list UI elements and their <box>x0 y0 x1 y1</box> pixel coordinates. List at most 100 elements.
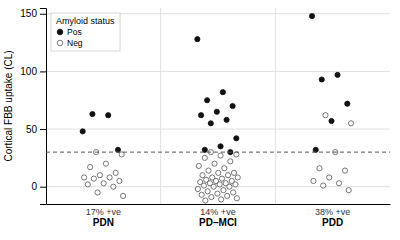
point <box>205 189 210 194</box>
point <box>205 98 210 103</box>
axis-line <box>40 9 47 205</box>
point <box>231 190 236 195</box>
point <box>201 183 206 188</box>
point <box>211 184 216 189</box>
tick: 50 <box>26 124 46 135</box>
annotation: 38% +ve <box>315 207 350 217</box>
point <box>217 182 222 187</box>
point <box>198 113 203 118</box>
point <box>323 113 328 118</box>
point <box>88 165 93 170</box>
point <box>219 176 224 181</box>
point <box>202 155 207 160</box>
plot: 0 50 100 150 PDN PD–MCI PDD 17% +ve 14% +ve 38% +… <box>20 8 390 228</box>
point <box>80 129 85 134</box>
point <box>321 183 326 188</box>
point <box>219 197 224 202</box>
point <box>311 178 316 183</box>
point <box>195 37 200 42</box>
point <box>342 168 347 173</box>
grid-line <box>46 129 390 130</box>
axis-line <box>47 204 391 205</box>
point <box>106 113 111 118</box>
point <box>214 109 219 114</box>
point <box>215 191 220 196</box>
tick-label: 0 <box>31 181 37 192</box>
tick-mark <box>40 187 46 188</box>
point <box>117 178 122 183</box>
tick-label: PDD <box>322 217 343 228</box>
point <box>319 77 324 82</box>
point <box>195 186 200 191</box>
legend-item: Pos <box>57 27 81 37</box>
point <box>235 175 240 180</box>
point <box>113 170 118 175</box>
point <box>91 176 96 181</box>
tick-label: PD–MCI <box>199 217 237 228</box>
point <box>97 173 102 178</box>
tick: 100 <box>20 66 46 77</box>
series <box>82 113 354 204</box>
legend: Amyloid statusPosNeg <box>51 13 120 51</box>
point <box>335 72 340 77</box>
legend-label: Pos <box>67 27 82 37</box>
point <box>329 118 334 123</box>
point <box>218 153 223 158</box>
grid <box>46 14 390 187</box>
point <box>231 170 236 175</box>
reference-line <box>46 152 390 153</box>
tick-label: PDN <box>93 217 114 228</box>
point <box>90 111 95 116</box>
annotation: 17% +ve <box>86 207 121 217</box>
legend-box <box>51 13 120 51</box>
point <box>230 103 235 108</box>
point <box>85 182 90 187</box>
point <box>196 163 201 168</box>
separators <box>161 8 276 204</box>
point <box>209 194 214 199</box>
tick-mark <box>40 71 46 72</box>
tick-label: 50 <box>26 124 38 135</box>
point <box>208 121 213 126</box>
point <box>203 198 208 203</box>
grid-line <box>46 71 390 72</box>
annotations: 17% +ve 14% +ve 38% +ve <box>86 207 351 217</box>
chart: 0 50 100 150 PDN PD–MCI PDD 17% +ve 14% +ve 38% +… <box>0 0 400 240</box>
point <box>221 188 226 193</box>
point <box>216 170 221 175</box>
point <box>120 193 125 198</box>
point <box>346 188 351 193</box>
point <box>345 101 350 106</box>
y-axis: 0 50 100 150 <box>20 8 46 204</box>
point <box>234 196 239 201</box>
tick: 0 <box>31 181 46 192</box>
tick-mark <box>40 14 46 15</box>
point <box>206 168 211 173</box>
x-axis: PDN PD–MCI PDD <box>47 204 391 228</box>
series <box>80 13 350 154</box>
point <box>212 161 217 166</box>
point <box>82 175 87 180</box>
separator <box>275 8 276 204</box>
point <box>327 175 332 180</box>
legend-item: Neg <box>57 38 83 48</box>
point <box>111 184 116 189</box>
point <box>233 182 238 187</box>
annotation: 14% +ve <box>200 207 235 217</box>
point <box>309 13 314 18</box>
y-label: Cortical FBB uptake (CL) <box>3 50 14 161</box>
tick: 150 <box>20 8 46 19</box>
point <box>103 161 108 166</box>
point <box>200 173 205 178</box>
legend-symbol <box>57 29 63 35</box>
legend-label: Neg <box>67 38 83 48</box>
point <box>101 181 106 186</box>
point <box>336 181 341 186</box>
point <box>225 173 230 178</box>
point <box>348 121 353 126</box>
point <box>199 192 204 197</box>
point <box>95 190 100 195</box>
separator <box>160 8 161 204</box>
tick-mark <box>40 129 46 130</box>
legend-symbol <box>57 40 63 46</box>
